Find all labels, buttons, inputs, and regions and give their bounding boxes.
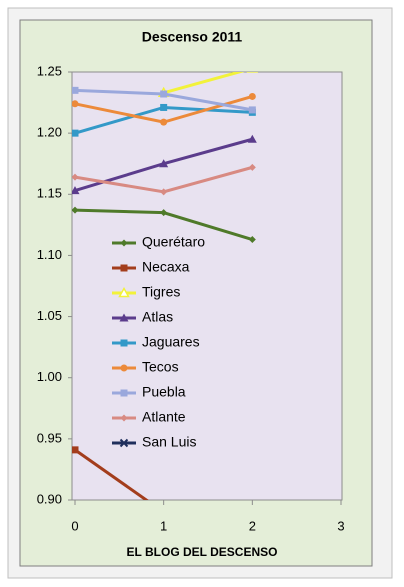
marker: [247, 134, 257, 143]
legend-label: Querétaro: [142, 234, 205, 250]
marker: [248, 163, 256, 171]
x-tick-label: 3: [337, 518, 344, 533]
x-axis-title: EL BLOG DEL DESCENSO: [127, 545, 278, 559]
marker: [160, 118, 168, 126]
marker: [119, 438, 129, 448]
marker: [160, 209, 168, 217]
legend-label: Puebla: [142, 384, 186, 400]
y-tick-label: 1.15: [37, 186, 62, 201]
marker: [72, 206, 79, 214]
marker: [159, 159, 169, 168]
marker: [248, 106, 256, 114]
series-line: [163, 72, 245, 95]
marker: [118, 286, 130, 298]
plot: [72, 72, 259, 500]
marker: [120, 264, 128, 272]
y-tick-label: 1.00: [37, 369, 62, 384]
legend-label: Tecos: [142, 359, 179, 375]
legend-label: San Luis: [142, 434, 196, 450]
marker: [119, 313, 129, 322]
marker: [120, 414, 128, 422]
legend-label: Atlante: [142, 409, 186, 425]
y-tick-label: 1.05: [37, 308, 62, 323]
marker: [160, 188, 168, 196]
marker: [72, 129, 79, 137]
y-tick-label: 1.25: [37, 63, 62, 78]
legend-label: Jaguares: [142, 334, 200, 350]
marker: [248, 92, 256, 100]
marker: [72, 186, 80, 195]
legend-label: Tigres: [142, 284, 180, 300]
marker: [72, 100, 79, 108]
legend-label: Atlas: [142, 309, 173, 325]
marker: [72, 446, 79, 454]
y-tick-label: 0.90: [37, 491, 62, 506]
y-tick-label: 0.95: [37, 430, 62, 445]
legend-label: Necaxa: [142, 259, 190, 275]
marker: [248, 236, 256, 244]
plot-area: [71, 71, 343, 501]
marker: [120, 339, 128, 347]
chart-title: Descenso 2011: [142, 29, 243, 45]
marker: [160, 90, 168, 98]
marker: [72, 86, 79, 94]
marker: [120, 364, 128, 372]
y-tick-label: 1.20: [37, 125, 62, 140]
x-tick-label: 1: [160, 518, 167, 533]
x-tick-label: 2: [249, 518, 256, 533]
marker: [120, 239, 128, 247]
marker: [72, 173, 79, 181]
marker: [120, 389, 128, 397]
x-tick-label: 0: [71, 518, 78, 533]
series-line: [74, 448, 149, 500]
marker: [160, 103, 168, 111]
y-tick-label: 1.10: [37, 247, 62, 262]
